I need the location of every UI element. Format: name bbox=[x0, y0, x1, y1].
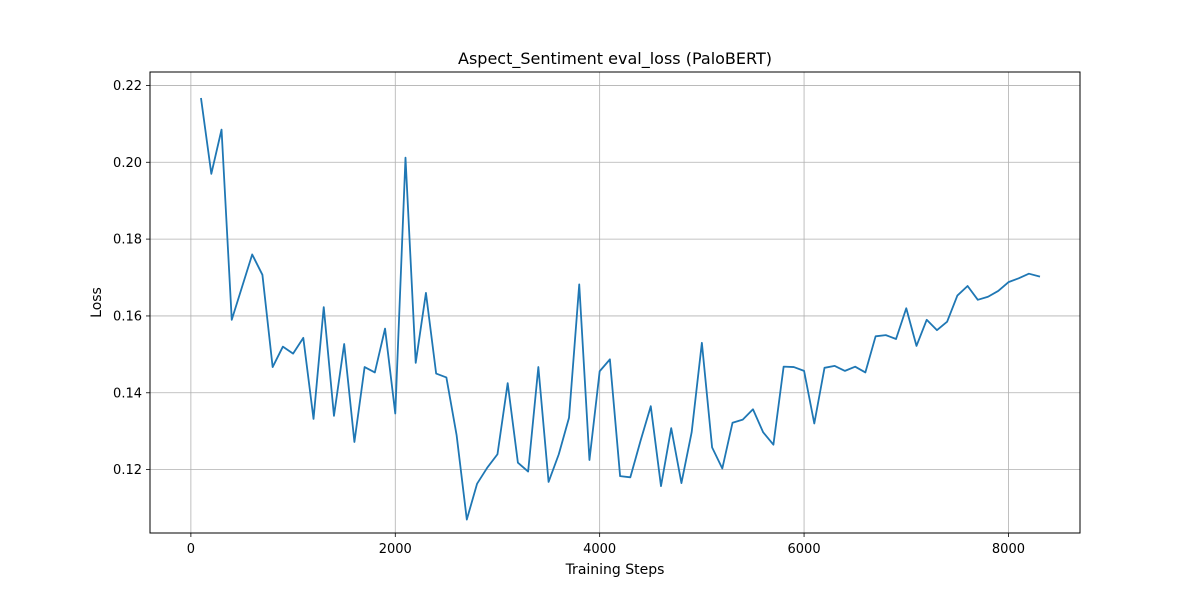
y-tick-label: 0.16 bbox=[113, 309, 142, 324]
x-axis: 0 2000 4000 6000 8000 bbox=[187, 533, 1025, 557]
series-line-eval_loss bbox=[200, 97, 1041, 521]
y-tick-label: 0.18 bbox=[113, 233, 142, 248]
x-tick-label: 4000 bbox=[583, 542, 616, 557]
y-tick-label: 0.22 bbox=[113, 79, 142, 94]
chart-title: Aspect_Sentiment eval_loss (PaloBERT) bbox=[458, 49, 772, 69]
series-layer bbox=[200, 97, 1041, 521]
grid bbox=[150, 72, 1080, 533]
y-tick-label: 0.14 bbox=[113, 386, 142, 401]
y-tick-label: 0.20 bbox=[113, 156, 142, 171]
plot-frame bbox=[149, 71, 1081, 534]
y-axis-label: Loss bbox=[89, 287, 105, 318]
x-tick-label: 8000 bbox=[992, 542, 1025, 557]
x-tick-label: 6000 bbox=[788, 542, 821, 557]
x-tick-label: 0 bbox=[187, 542, 195, 557]
y-axis: 0.12 0.14 0.16 0.18 0.20 0.22 bbox=[113, 79, 150, 478]
y-tick-label: 0.12 bbox=[113, 463, 142, 478]
x-tick-label: 2000 bbox=[379, 542, 412, 557]
x-axis-label: Training Steps bbox=[565, 562, 665, 578]
